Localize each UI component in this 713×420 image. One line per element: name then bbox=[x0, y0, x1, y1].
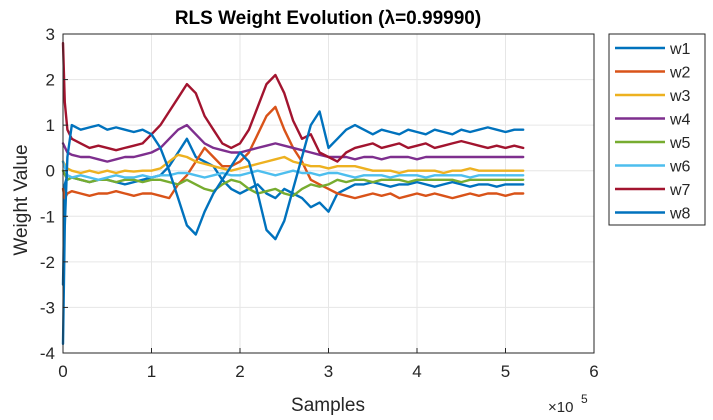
ticks: 0 1 2 3 4 5 6 3 2 1 0 -1 -2 -3 -4 bbox=[40, 25, 599, 381]
y-tick-label: 2 bbox=[46, 71, 55, 90]
y-tick-label: -2 bbox=[40, 253, 55, 272]
legend-label-w3: w3 bbox=[669, 88, 691, 105]
legend-label-w6: w6 bbox=[669, 159, 691, 176]
legend-label-w8: w8 bbox=[669, 206, 691, 223]
legend-label-w7: w7 bbox=[669, 182, 691, 199]
x-tick-label: 1 bbox=[147, 362, 156, 381]
series-line-w8 bbox=[61, 110, 525, 346]
x-tick-label: 5 bbox=[501, 362, 510, 381]
legend-label-w1: w1 bbox=[669, 41, 691, 58]
chart-title: RLS Weight Evolution (λ=0.99990) bbox=[175, 8, 481, 29]
y-tick-label: 1 bbox=[46, 116, 55, 135]
legend-label-w4: w4 bbox=[669, 112, 691, 129]
y-tick-label: 3 bbox=[46, 25, 55, 44]
x-tick-label: 4 bbox=[412, 362, 421, 381]
series-line-w2 bbox=[61, 105, 525, 200]
x-axis-label: Samples bbox=[291, 395, 365, 416]
y-tick-label: 0 bbox=[46, 162, 55, 181]
series-line-w1 bbox=[61, 137, 525, 286]
x-exponent-power: 5 bbox=[581, 392, 588, 406]
series-line-w4 bbox=[61, 123, 525, 163]
series-group bbox=[61, 41, 525, 346]
x-exponent-base: ×10 bbox=[548, 399, 573, 416]
series-line-w3 bbox=[61, 153, 525, 175]
legend: w1 w2 w3 w4 w5 w6 w7 w8 bbox=[615, 41, 691, 223]
series-line-w7 bbox=[61, 41, 525, 163]
series-line-w5 bbox=[61, 169, 525, 198]
legend-box bbox=[608, 33, 706, 226]
x-tick-label: 3 bbox=[324, 362, 333, 381]
y-axis-label: Weight Value bbox=[11, 144, 32, 255]
y-tick-label: -1 bbox=[40, 207, 55, 226]
x-tick-label: 2 bbox=[235, 362, 244, 381]
y-tick-label: -4 bbox=[40, 344, 55, 363]
y-tick-label: -3 bbox=[40, 298, 55, 317]
legend-label-w2: w2 bbox=[669, 65, 691, 82]
x-tick-label: 6 bbox=[589, 362, 598, 381]
x-tick-label: 0 bbox=[58, 362, 67, 381]
series-line-w6 bbox=[61, 160, 525, 182]
legend-label-w5: w5 bbox=[669, 135, 691, 152]
